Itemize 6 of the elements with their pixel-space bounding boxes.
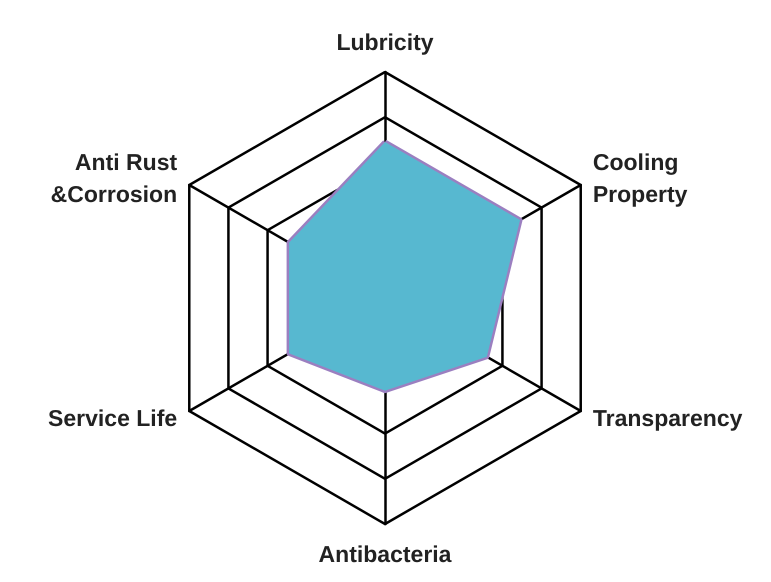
spoke-label: Transparency xyxy=(592,405,743,431)
spoke-label: Antibacteria xyxy=(318,541,452,567)
spoke-label: Anti Rust &Corrosion xyxy=(50,149,178,207)
spoke-label: Lubricity xyxy=(336,29,434,55)
spoke-label: Service Life xyxy=(48,405,178,431)
spoke-label: Cooling Property xyxy=(592,149,688,207)
